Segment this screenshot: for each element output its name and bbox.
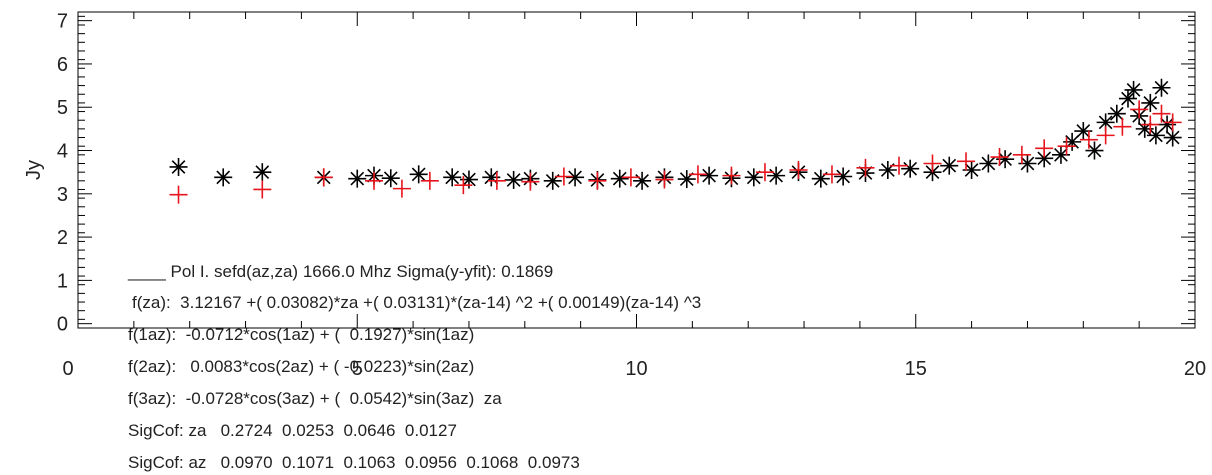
asterisk-point [348,169,367,188]
plus-point [392,179,411,198]
plus-point [454,176,473,195]
y-tick-label: 2 [57,227,68,249]
asterisk-point [1146,126,1165,145]
plus-point [169,185,188,204]
plus-point [253,180,272,199]
x-tick-label: 0 [62,358,73,380]
plus-point [1163,113,1182,132]
asterisk-point [443,168,462,187]
asterisk-point [1107,104,1126,123]
plus-point [487,171,506,190]
plus-point [923,154,942,173]
asterisk-point [878,161,897,179]
asterisk-point [767,166,786,185]
plus-point [1130,100,1149,119]
axis-tick-labels: 0 1 2 3 4 5 6 7 0 5 10 15 20 [57,11,1206,380]
asterisk-point [409,165,428,184]
asterisk-point [677,170,696,189]
annotation-line-7: SigCof: az 0.0970 0.1071 0.1063 0.0956 0… [128,453,580,472]
plus-point [1035,139,1054,158]
plus-point [688,165,707,184]
asterisk-point [543,171,562,190]
annotation-line-1: ____ Pol I. sefd(az,za) 1666.0 Mhz Sigma… [128,262,554,281]
y-tick-label: 7 [57,11,68,33]
asterisk-point [901,159,920,178]
plus-point [957,152,976,171]
plus-point [420,171,439,190]
asterisk-point [811,169,830,188]
y-tick-label: 0 [57,314,68,336]
plus-point [521,172,540,191]
annotation-line-2: f(za): 3.12167 +( 0.03082)*za +( 0.03131… [132,293,702,312]
plus-point [314,168,333,187]
asterisk-point [214,168,233,187]
asterisk-point [633,171,652,190]
plus-point [1113,117,1132,136]
y-tick-label: 6 [57,54,68,76]
asterisk-point [1152,78,1171,97]
asterisk-point [253,163,272,182]
plus-point [588,171,607,190]
asterisk-point [700,166,719,185]
plus-point [722,166,741,185]
asterisk-point [940,156,959,175]
annotation-line-3: f(1az): -0.0712*cos(1az) + ( 0.1927)*sin… [128,325,475,344]
plus-point [1141,115,1160,134]
plus-point [1152,104,1171,123]
plus-point [990,148,1009,167]
plus-point [365,171,384,190]
asterisk-point [610,169,629,188]
x-tick-label: 5 [352,358,363,380]
x-tick-label: 15 [905,358,927,380]
asterisk-point [1163,128,1182,147]
annotation-line-5: f(3az): -0.0728*cos(3az) + ( 0.0542)*sin… [128,389,502,408]
y-tick-label: 4 [57,141,68,163]
axis-ticks [77,12,1196,329]
plus-point [889,156,908,175]
plus-point [621,168,640,187]
x-tick-label: 20 [1184,358,1206,380]
asterisk-point [1085,141,1104,160]
plus-point [554,167,573,186]
asterisk-point [1141,93,1160,112]
y-tick-label: 5 [57,97,68,119]
plus-point [856,158,875,177]
y-tick-label: 3 [57,184,68,206]
x-tick-label: 10 [625,358,647,380]
plus-point [1057,137,1076,156]
plus-point [655,170,674,189]
y-tick-label: 1 [57,270,68,292]
asterisk-point [1118,89,1137,108]
annotation-line-6: SigCof: za 0.2724 0.0253 0.0646 0.0127 [128,421,457,440]
plus-point [755,163,774,182]
asterisk-point [834,167,853,186]
plus-point [1079,130,1098,149]
asterisk-point [1124,80,1143,99]
plus-point [789,161,808,179]
plus-point [822,165,841,184]
asterisk-point [566,168,585,187]
y-axis-label: Jy [23,160,45,180]
data-points [169,78,1182,204]
annotation-line-4: f(2az): 0.0083*cos(2az) + ( -0.0223)*sin… [128,357,475,376]
asterisk-point [744,168,763,187]
plus-point [1096,126,1115,145]
plus-point [1012,145,1031,164]
asterisk-point [381,169,400,188]
asterisk-point [169,157,188,176]
asterisk-point [504,170,523,189]
asterisk-point [979,154,998,173]
